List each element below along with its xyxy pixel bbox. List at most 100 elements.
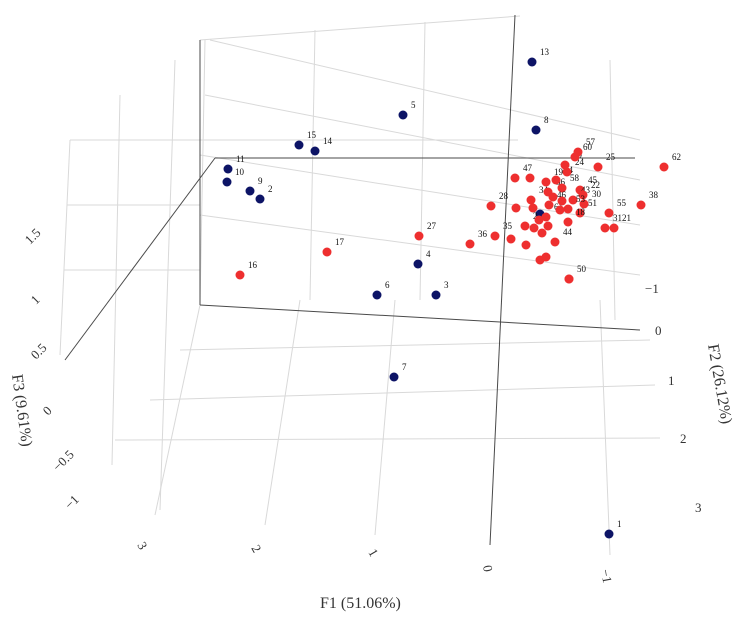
y-tick-label: −1: [645, 281, 659, 296]
data-point: [486, 201, 496, 211]
point-label: 46: [557, 190, 567, 200]
point-label: 14: [323, 136, 333, 146]
data-point: [573, 147, 583, 157]
data-point: [541, 177, 551, 187]
data-point: [506, 234, 516, 244]
data-point: [389, 372, 399, 382]
data-point: [555, 205, 565, 215]
data-point: [531, 125, 541, 135]
z-axis-title: F3 (9.61%): [8, 373, 35, 448]
point-label: 1: [617, 519, 622, 529]
point-label: 10: [235, 167, 245, 177]
data-point: [294, 140, 304, 150]
data-point: [322, 247, 332, 257]
point-label: 9: [258, 176, 263, 186]
point-label: 57: [586, 137, 596, 147]
point-label: 30: [592, 189, 602, 199]
point-label: 27: [427, 221, 437, 231]
data-point: [414, 231, 424, 241]
point-label: 25: [606, 152, 616, 162]
y-axis-title: F2 (26.12%): [704, 343, 735, 426]
axis-titles: F1 (51.06%) F2 (26.12%) F3 (9.61%): [8, 343, 735, 612]
data-point: [636, 200, 646, 210]
point-label: 8: [544, 115, 549, 125]
y-tick-label: 1: [668, 373, 675, 388]
data-point: [593, 162, 603, 172]
point-label: 22: [591, 180, 600, 190]
point-label: 58: [570, 173, 580, 183]
z-tick-label: −1: [62, 492, 82, 512]
point-label: 19: [554, 167, 564, 177]
x-tick-label: 0: [480, 564, 496, 573]
x-tick-label: −1: [598, 568, 615, 584]
data-point: [520, 221, 530, 231]
point-label: 45: [588, 175, 598, 185]
data-point: [579, 199, 589, 209]
point-label: 51: [588, 198, 597, 208]
point-label: 35: [503, 221, 513, 231]
point-label: 53: [576, 194, 586, 204]
point-label: 34: [539, 185, 549, 195]
data-point: [609, 223, 619, 233]
data-point: [223, 164, 233, 174]
data-point: [537, 228, 547, 238]
data-point: [575, 208, 585, 218]
data-point: [527, 57, 537, 67]
data-point: [511, 203, 521, 213]
z-tick-label: 0.5: [28, 340, 50, 362]
point-label: 31: [613, 213, 622, 223]
point-label: 21: [622, 213, 631, 223]
axis-frame: [64, 14, 641, 546]
data-point: [563, 204, 573, 214]
y-tick-label: 0: [655, 323, 662, 338]
data-point: [526, 195, 536, 205]
data-point: [563, 217, 573, 227]
data-point: [534, 215, 544, 225]
point-label: 2: [268, 184, 273, 194]
point-label: 6: [385, 280, 390, 290]
data-point: [245, 186, 255, 196]
data-point: [521, 240, 531, 250]
point-label: 15: [307, 130, 317, 140]
z-tick-label: −0.5: [50, 447, 77, 474]
data-point: [550, 237, 560, 247]
data-point: [604, 529, 614, 539]
data-point: [490, 231, 500, 241]
data-point: [564, 274, 574, 284]
point-label: 38: [649, 190, 659, 200]
data-point: [413, 259, 423, 269]
point-label: 43: [581, 185, 591, 195]
data-point: [560, 160, 570, 170]
y-tick-label: 3: [695, 500, 702, 515]
point-label: 16: [248, 260, 258, 270]
data-point: [528, 203, 538, 213]
x-tick-label: 1: [365, 546, 381, 559]
data-point: [541, 212, 551, 222]
x-tick-label: 3: [134, 539, 150, 552]
data-point: [222, 177, 232, 187]
point-label: 24: [575, 157, 585, 167]
data-point: [557, 196, 567, 206]
z-tick-label: 0: [40, 403, 55, 418]
data-point: [600, 223, 610, 233]
point-label: 55: [617, 198, 627, 208]
data-point: [544, 200, 554, 210]
data-point: [465, 239, 475, 249]
point-label: 7: [402, 362, 407, 372]
data-point: [235, 270, 245, 280]
data-point: [510, 173, 520, 183]
point-label: 60: [583, 142, 593, 152]
data-point: [372, 290, 382, 300]
point-label: 11: [236, 154, 245, 164]
data-point: [529, 223, 539, 233]
data-point: [431, 290, 441, 300]
data-point: [568, 195, 578, 205]
x-tick-label: 2: [248, 542, 264, 555]
data-point: [578, 190, 588, 200]
point-label: 17: [335, 237, 345, 247]
point-label: 56: [556, 177, 566, 187]
data-point: [557, 183, 567, 193]
